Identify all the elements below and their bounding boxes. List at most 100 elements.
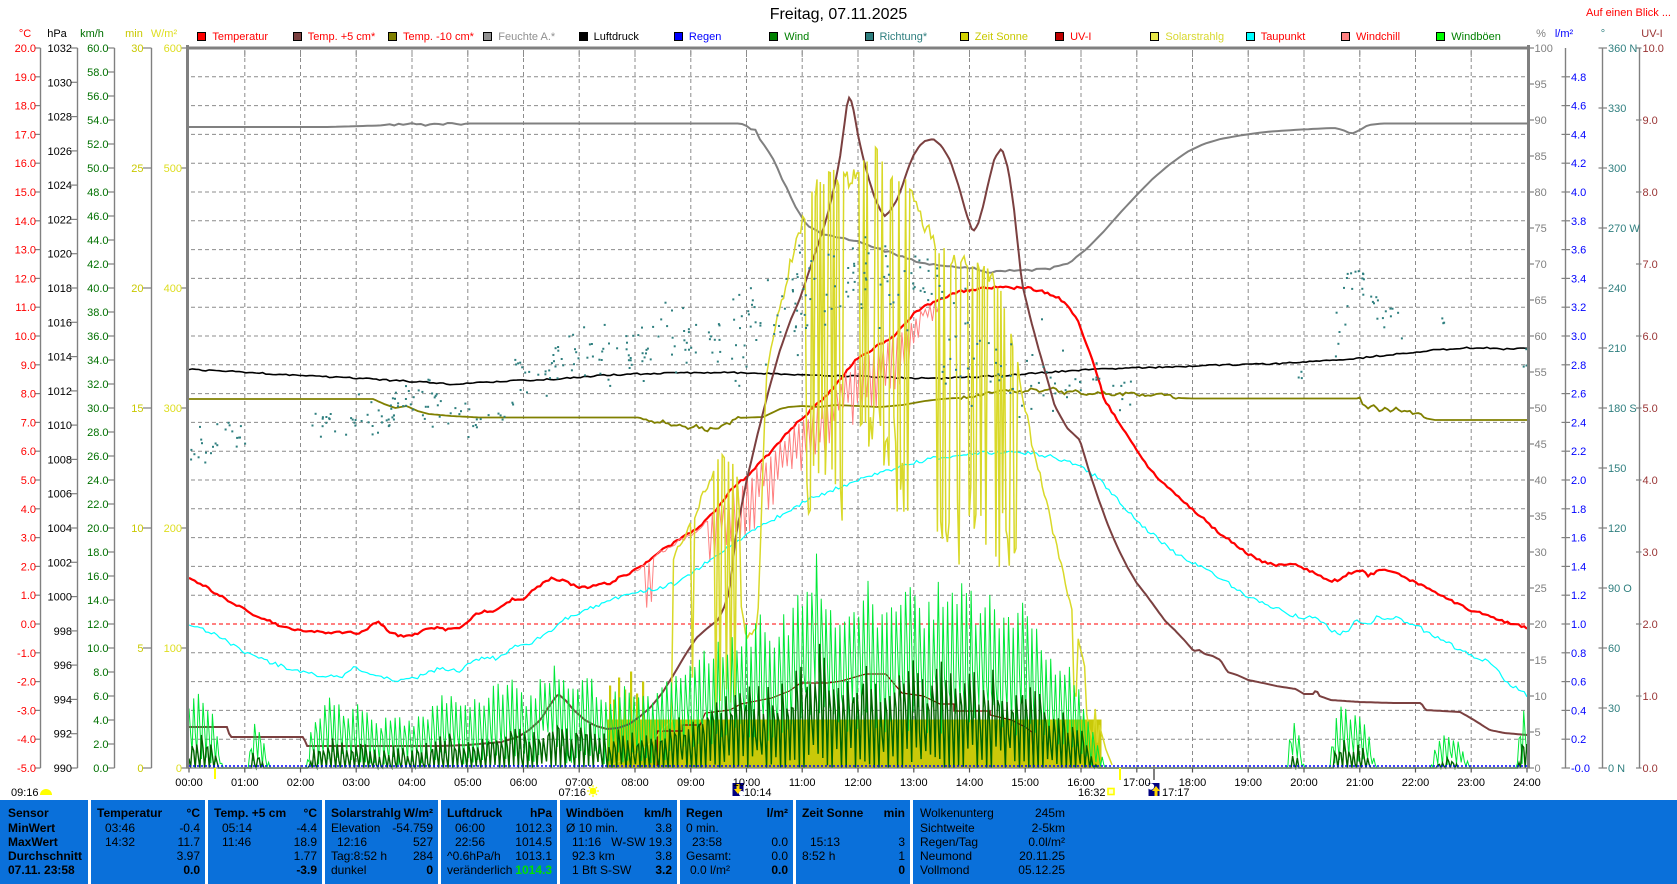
svg-text:0.0: 0.0 bbox=[21, 619, 36, 631]
svg-text:0: 0 bbox=[1535, 763, 1541, 775]
svg-text:3.2: 3.2 bbox=[1571, 302, 1586, 314]
svg-text:W/m²: W/m² bbox=[151, 28, 178, 40]
svg-text:45: 45 bbox=[1535, 439, 1547, 451]
svg-text:300: 300 bbox=[1608, 163, 1626, 175]
svg-text:-3.0: -3.0 bbox=[17, 705, 36, 717]
svg-text:1020: 1020 bbox=[48, 249, 72, 261]
svg-text:1004: 1004 bbox=[48, 523, 72, 535]
svg-text:0.2: 0.2 bbox=[1571, 734, 1586, 746]
svg-text:120: 120 bbox=[1608, 523, 1626, 535]
svg-text:10.0: 10.0 bbox=[15, 331, 36, 343]
svg-text:1.4: 1.4 bbox=[1571, 561, 1586, 573]
svg-text:5: 5 bbox=[1535, 727, 1541, 739]
svg-text:3.0: 3.0 bbox=[1643, 547, 1658, 559]
svg-text:90 O: 90 O bbox=[1608, 583, 1632, 595]
svg-text:20.0: 20.0 bbox=[87, 523, 108, 535]
svg-text:07:16: 07:16 bbox=[558, 787, 586, 799]
svg-text:1010: 1010 bbox=[48, 420, 72, 432]
svg-text:0: 0 bbox=[176, 763, 182, 775]
svg-text:210: 210 bbox=[1608, 343, 1626, 355]
svg-text:11:00: 11:00 bbox=[789, 777, 816, 789]
svg-text:19:00: 19:00 bbox=[1234, 777, 1262, 789]
svg-text:min: min bbox=[125, 28, 143, 40]
svg-text:30: 30 bbox=[1608, 703, 1620, 715]
svg-text:50.0: 50.0 bbox=[87, 163, 108, 175]
svg-text:2.6: 2.6 bbox=[1571, 389, 1586, 401]
svg-text:40.0: 40.0 bbox=[87, 283, 108, 295]
svg-text:17.0: 17.0 bbox=[15, 129, 36, 141]
svg-text:36.0: 36.0 bbox=[87, 331, 108, 343]
svg-text:24:00: 24:00 bbox=[1513, 777, 1541, 789]
svg-text:80: 80 bbox=[1535, 187, 1547, 199]
svg-text:100: 100 bbox=[164, 643, 182, 655]
svg-text:200: 200 bbox=[164, 523, 182, 535]
svg-text:1.0: 1.0 bbox=[21, 590, 36, 602]
svg-text:4.0: 4.0 bbox=[21, 504, 36, 516]
svg-text:54.0: 54.0 bbox=[87, 115, 108, 127]
svg-text:3.6: 3.6 bbox=[1571, 245, 1586, 257]
svg-text:48.0: 48.0 bbox=[87, 187, 108, 199]
svg-text:00:00: 00:00 bbox=[175, 777, 203, 789]
svg-text:km/h: km/h bbox=[80, 28, 104, 40]
svg-text:0: 0 bbox=[137, 763, 143, 775]
svg-text:32.0: 32.0 bbox=[87, 379, 108, 391]
svg-text:1000: 1000 bbox=[48, 592, 72, 604]
svg-text:85: 85 bbox=[1535, 151, 1547, 163]
svg-text:23:00: 23:00 bbox=[1457, 777, 1485, 789]
svg-text:17:17: 17:17 bbox=[1162, 787, 1190, 799]
svg-text:-0.0: -0.0 bbox=[1571, 763, 1590, 775]
svg-text:7.0: 7.0 bbox=[21, 417, 36, 429]
svg-text:12:00: 12:00 bbox=[844, 777, 872, 789]
svg-text:13.0: 13.0 bbox=[15, 245, 36, 257]
svg-text:01:00: 01:00 bbox=[231, 777, 259, 789]
svg-text:10.0: 10.0 bbox=[87, 643, 108, 655]
svg-text:58.0: 58.0 bbox=[87, 67, 108, 79]
svg-text:19.0: 19.0 bbox=[15, 72, 36, 84]
svg-text:95: 95 bbox=[1535, 79, 1547, 91]
svg-text:-4.0: -4.0 bbox=[17, 734, 36, 746]
svg-text:2.4: 2.4 bbox=[1571, 417, 1586, 429]
svg-text:1022: 1022 bbox=[48, 214, 72, 226]
svg-text:30.0: 30.0 bbox=[87, 403, 108, 415]
svg-text:07:00: 07:00 bbox=[565, 777, 593, 789]
svg-text:1.2: 1.2 bbox=[1571, 590, 1586, 602]
svg-text:20.0: 20.0 bbox=[15, 43, 36, 55]
svg-text:10: 10 bbox=[1535, 691, 1547, 703]
svg-text:34.0: 34.0 bbox=[87, 355, 108, 367]
svg-text:17:00: 17:00 bbox=[1123, 777, 1151, 789]
svg-text:20: 20 bbox=[1535, 619, 1547, 631]
svg-text:9.0: 9.0 bbox=[21, 360, 36, 372]
svg-text:15: 15 bbox=[1535, 655, 1547, 667]
svg-text:60: 60 bbox=[1608, 643, 1620, 655]
svg-text:1032: 1032 bbox=[48, 43, 72, 55]
svg-text:3.0: 3.0 bbox=[21, 533, 36, 545]
svg-text:15:00: 15:00 bbox=[1011, 777, 1039, 789]
svg-text:16:32: 16:32 bbox=[1078, 787, 1106, 799]
svg-text:998: 998 bbox=[54, 626, 72, 638]
svg-text:44.0: 44.0 bbox=[87, 235, 108, 247]
svg-text:38.0: 38.0 bbox=[87, 307, 108, 319]
svg-text:15.0: 15.0 bbox=[15, 187, 36, 199]
svg-text:1.6: 1.6 bbox=[1571, 533, 1586, 545]
svg-text:18.0: 18.0 bbox=[15, 101, 36, 113]
svg-text:14:00: 14:00 bbox=[956, 777, 984, 789]
svg-text:180 S: 180 S bbox=[1608, 403, 1637, 415]
svg-text:1024: 1024 bbox=[48, 180, 72, 192]
svg-text:90: 90 bbox=[1535, 115, 1547, 127]
svg-text:-5.0: -5.0 bbox=[17, 763, 36, 775]
svg-text:09:00: 09:00 bbox=[677, 777, 705, 789]
svg-text:21:00: 21:00 bbox=[1346, 777, 1374, 789]
svg-text:°: ° bbox=[1601, 28, 1605, 40]
svg-text:4.2: 4.2 bbox=[1571, 158, 1586, 170]
svg-text:5.0: 5.0 bbox=[1643, 403, 1658, 415]
svg-text:20: 20 bbox=[131, 283, 143, 295]
svg-text:2.0: 2.0 bbox=[1643, 619, 1658, 631]
svg-text:0.0: 0.0 bbox=[93, 763, 108, 775]
svg-text:1016: 1016 bbox=[48, 317, 72, 329]
svg-text:1002: 1002 bbox=[48, 557, 72, 569]
svg-text:-1.0: -1.0 bbox=[17, 648, 36, 660]
svg-text:1030: 1030 bbox=[48, 77, 72, 89]
svg-text:8.0: 8.0 bbox=[93, 667, 108, 679]
svg-text:10.0: 10.0 bbox=[1643, 43, 1664, 55]
svg-text:1008: 1008 bbox=[48, 454, 72, 466]
